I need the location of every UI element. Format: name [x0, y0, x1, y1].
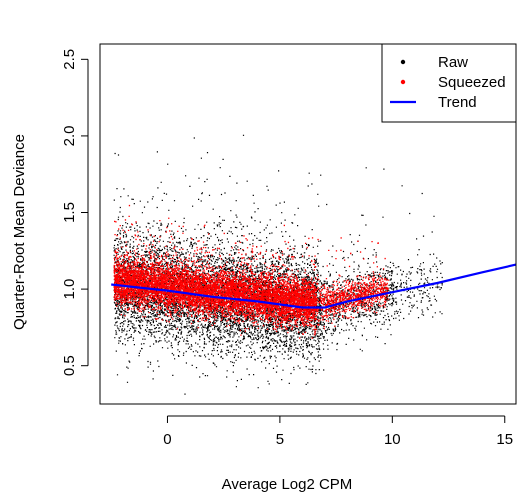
squeezed-points: [113, 204, 389, 339]
x-tick-label-10: 10: [384, 431, 401, 448]
x-tick-label-15: 15: [496, 431, 513, 448]
plot-frame: [99, 43, 517, 405]
y-tick-label-0-5: 0.5: [61, 355, 78, 376]
y-axis-label: Quarter-Root Mean Deviance: [11, 134, 28, 330]
axes-layer: 0 5 10 15 0.5 1.0 1.5 2.0 2.5: [61, 43, 517, 448]
y-tick-label-2: 2.0: [61, 125, 78, 146]
legend-trend-label: Trend: [438, 94, 477, 111]
y-tick-label-1-5: 1.5: [61, 202, 78, 223]
legend: Raw Squeezed Trend: [381, 43, 517, 123]
legend-raw-label: Raw: [438, 54, 468, 71]
x-tick-label-5: 5: [276, 431, 284, 448]
y-tick-label-1: 1.0: [61, 279, 78, 300]
y-tick-label-2-5: 2.5: [61, 49, 78, 70]
legend-squeezed-swatch: [400, 79, 406, 85]
legend-raw-swatch: [400, 59, 406, 65]
scatter-points-layer: [113, 134, 443, 395]
trend-line-layer: [111, 263, 517, 309]
x-tick-label-0: 0: [163, 431, 171, 448]
x-axis-label: Average Log2 CPM: [222, 476, 353, 493]
legend-squeezed-label: Squeezed: [438, 74, 506, 91]
trend-line: [111, 263, 517, 309]
raw-points: [113, 134, 443, 395]
